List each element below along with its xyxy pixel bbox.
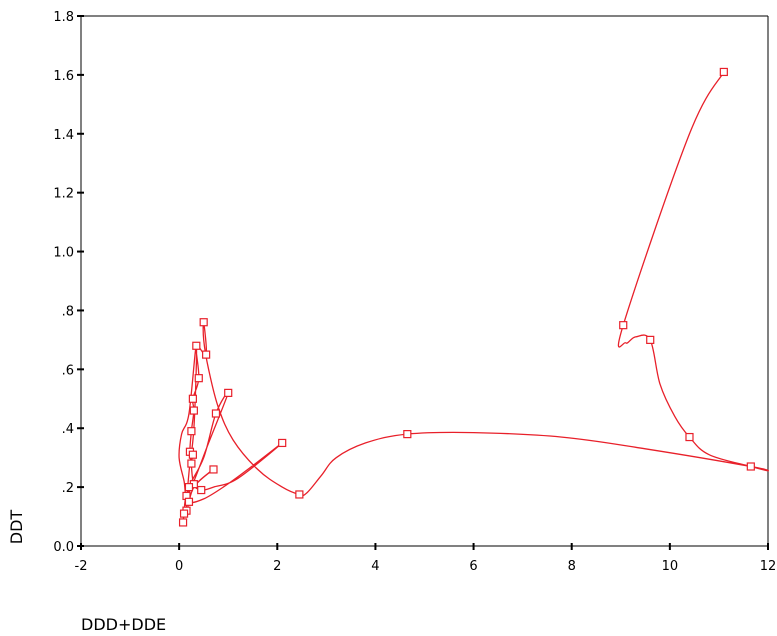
x-tick-label: 8 <box>568 559 576 574</box>
data-point <box>192 341 201 350</box>
axes <box>80 15 769 547</box>
data-point <box>619 321 628 330</box>
data-point <box>184 497 194 506</box>
y-tick-label: 1.0 <box>53 246 74 261</box>
x-tick-label: 10 <box>662 559 679 574</box>
x-tick-label: 6 <box>469 559 477 574</box>
data-point <box>209 465 218 474</box>
data-point <box>224 388 233 397</box>
x-tick-label: 4 <box>371 559 379 574</box>
x-tick-label: -2 <box>75 559 88 574</box>
data-point <box>199 318 208 327</box>
y-tick-label: 1.2 <box>53 187 74 202</box>
y-tick-label: .6 <box>62 363 74 378</box>
data-point <box>187 427 196 436</box>
x-tick-label: 0 <box>175 559 183 574</box>
data-point <box>719 67 728 77</box>
data-point <box>184 483 194 492</box>
data-point <box>179 509 189 518</box>
x-tick-label: 12 <box>760 559 777 574</box>
series-line <box>178 71 769 523</box>
y-tick-label: 1.4 <box>53 128 74 143</box>
y-tick-label: 0.0 <box>53 540 74 555</box>
data-point <box>197 485 206 495</box>
data-point <box>211 409 221 418</box>
x-tick-label: 2 <box>273 559 281 574</box>
y-tick-label: .8 <box>62 304 74 319</box>
data-point <box>194 374 203 383</box>
data-point <box>278 438 287 448</box>
data-point <box>178 518 188 527</box>
data-point <box>188 394 197 403</box>
data-point <box>187 459 196 468</box>
y-tick-label: .4 <box>62 422 74 437</box>
y-tick-label: 1.8 <box>53 10 74 25</box>
data-point <box>188 450 197 459</box>
y-tick-label: 1.6 <box>53 69 74 84</box>
data-point <box>295 490 304 499</box>
data-point <box>202 350 211 359</box>
x-ticks: -2 0 2 4 6 8 10 12 <box>75 543 777 574</box>
data-point <box>403 430 412 439</box>
y-ticks: 0.0 .2 .4 .6 .8 1.0 1.2 1.4 1.6 1.8 <box>53 10 84 555</box>
data-point <box>646 335 655 344</box>
x-axis-title: DDD+DDE <box>81 615 166 634</box>
y-axis-title: DDT <box>7 510 26 545</box>
y-tick-label: .2 <box>62 481 74 496</box>
data-point <box>685 432 694 442</box>
data-point <box>189 406 198 415</box>
data-point <box>746 462 755 471</box>
data-markers <box>178 67 755 527</box>
